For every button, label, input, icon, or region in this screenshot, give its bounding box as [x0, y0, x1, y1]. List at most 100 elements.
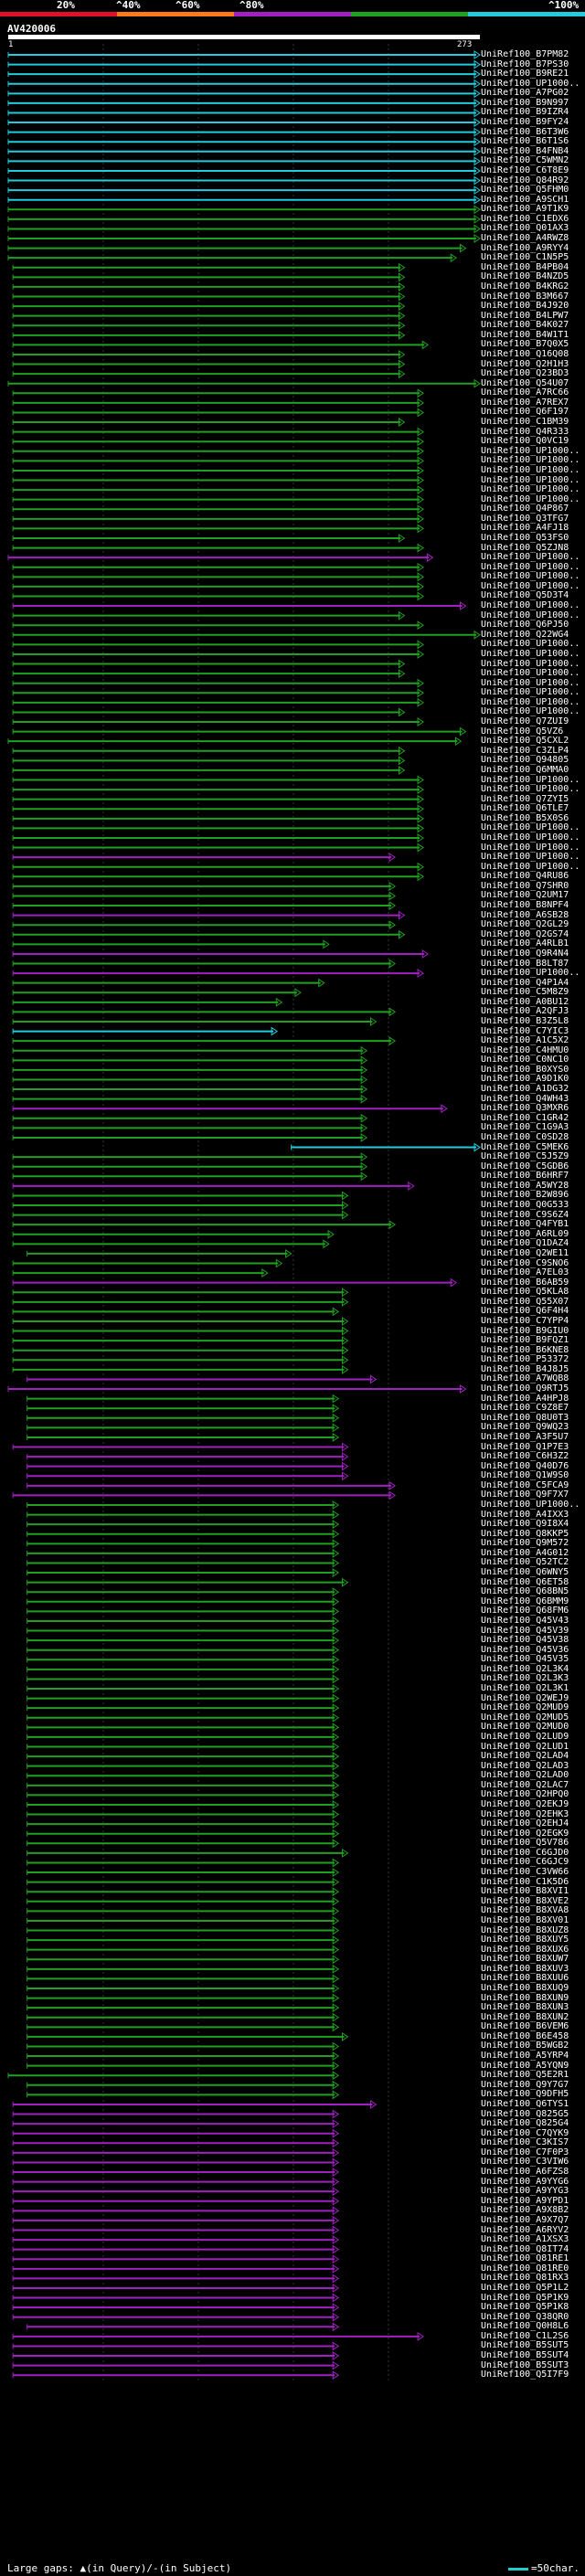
hit-label[interactable]: UniRef100_Q5P1L2 [481, 2282, 569, 2293]
hit-label[interactable]: UniRef100_C1EDX6 [481, 213, 569, 224]
hit-label[interactable]: UniRef100_Q4P1A4 [481, 977, 569, 988]
hit-label[interactable]: UniRef100_B5X0S6 [481, 812, 569, 823]
hit-label[interactable]: UniRef100_B6T3W6 [481, 126, 569, 137]
hit-label[interactable]: UniRef100_A4RWZ8 [481, 233, 569, 244]
hit-label[interactable]: UniRef100_Q38QR0 [481, 2311, 569, 2322]
hit-label[interactable]: UniRef100_Q9I8X4 [481, 1519, 569, 1530]
hit-label[interactable]: UniRef100_UP1000.. [481, 464, 580, 475]
hit-label[interactable]: UniRef100_B9FQZ1 [481, 1335, 569, 1346]
hit-label[interactable]: UniRef100_Q5V786 [481, 1838, 569, 1849]
hit-label[interactable]: UniRef100_B4K027 [481, 320, 569, 331]
hit-label[interactable]: UniRef100_B2W896 [481, 1190, 569, 1201]
hit-label[interactable]: UniRef100_C1L2S6 [481, 2330, 569, 2341]
hit-label[interactable]: UniRef100_Q4R333 [481, 426, 569, 437]
hit-label[interactable]: UniRef100_A6RYV2 [481, 2224, 569, 2235]
hit-label[interactable]: UniRef100_Q825G5 [481, 2108, 569, 2119]
hit-label[interactable]: UniRef100_A3F5U7 [481, 1431, 569, 1442]
hit-label[interactable]: UniRef100_C3KIS7 [481, 2137, 569, 2148]
hit-label[interactable]: UniRef100_UP1000.. [481, 658, 580, 669]
hit-label[interactable]: UniRef100_Q6BMM9 [481, 1595, 569, 1606]
hit-label[interactable]: UniRef100_C1N5P5 [481, 252, 569, 263]
hit-label[interactable]: UniRef100_B4KRG2 [481, 281, 569, 292]
hit-label[interactable]: UniRef100_B7PM82 [481, 49, 569, 59]
hit-label[interactable]: UniRef100_Q8KKP5 [481, 1528, 569, 1539]
hit-label[interactable]: UniRef100_UP1000.. [481, 561, 580, 572]
hit-label[interactable]: UniRef100_UP1000.. [481, 852, 580, 863]
hit-label[interactable]: UniRef100_Q9R4N4 [481, 948, 569, 959]
hit-label[interactable]: UniRef100_Q4FYB1 [481, 1219, 569, 1230]
hit-label[interactable]: UniRef100_A7EL03 [481, 1267, 569, 1278]
hit-label[interactable]: UniRef100_UP1000.. [481, 610, 580, 620]
hit-label[interactable]: UniRef100_B7Q0X5 [481, 339, 569, 350]
hit-label[interactable]: UniRef100_Q68BN5 [481, 1586, 569, 1597]
hit-label[interactable]: UniRef100_C3VIW6 [481, 2157, 569, 2168]
hit-label[interactable]: UniRef100_A4FJ18 [481, 523, 569, 534]
hit-label[interactable]: UniRef100_Q6TYS1 [481, 2098, 569, 2109]
hit-label[interactable]: UniRef100_UP1000.. [481, 1500, 580, 1510]
hit-label[interactable]: UniRef100_Q2LAD4 [481, 1751, 569, 1762]
hit-label[interactable]: UniRef100_B8XVA8 [481, 1905, 569, 1916]
hit-label[interactable]: UniRef100_A7PG02 [481, 88, 569, 99]
hit-label[interactable]: UniRef100_Q6WNY5 [481, 1567, 569, 1578]
hit-label[interactable]: UniRef100_C1G9A3 [481, 1122, 569, 1133]
hit-label[interactable]: UniRef100_UP1000.. [481, 842, 580, 853]
hit-label[interactable]: UniRef100_A9D1K0 [481, 1074, 569, 1085]
hit-label[interactable]: UniRef100_C6GJC9 [481, 1857, 569, 1868]
hit-label[interactable]: UniRef100_UP1000.. [481, 580, 580, 591]
hit-label[interactable]: UniRef100_B8XV01 [481, 1914, 569, 1925]
hit-label[interactable]: UniRef100_Q6PJ50 [481, 620, 569, 631]
hit-label[interactable]: UniRef100_C6H3Z2 [481, 1451, 569, 1462]
hit-label[interactable]: UniRef100_B4NZD5 [481, 271, 569, 282]
hit-label[interactable]: UniRef100_C0SD28 [481, 1131, 569, 1142]
hit-label[interactable]: UniRef100_B9GIU0 [481, 1325, 569, 1336]
hit-label[interactable]: UniRef100_B8XUN9 [481, 1992, 569, 2003]
hit-label[interactable]: UniRef100_Q2H1H3 [481, 358, 569, 369]
hit-label[interactable]: UniRef100_Q5FHM0 [481, 185, 569, 196]
hit-label[interactable]: UniRef100_C5M8Z9 [481, 987, 569, 998]
hit-label[interactable]: UniRef100_Q68FM6 [481, 1606, 569, 1617]
hit-label[interactable]: UniRef100_Q2GS74 [481, 928, 569, 939]
hit-label[interactable]: UniRef100_UP1000.. [481, 696, 580, 707]
hit-label[interactable]: UniRef100_UP1000.. [481, 445, 580, 456]
hit-label[interactable]: UniRef100_Q3MXR6 [481, 1103, 569, 1114]
hit-label[interactable]: UniRef100_Q825G4 [481, 2118, 569, 2129]
hit-label[interactable]: UniRef100_C7YPP4 [481, 1315, 569, 1326]
hit-label[interactable]: UniRef100_Q2MUD5 [481, 1712, 569, 1723]
hit-label[interactable]: UniRef100_Q2MUD9 [481, 1702, 569, 1713]
hit-label[interactable]: UniRef100_UP1000.. [481, 784, 580, 795]
hit-label[interactable]: UniRef100_A9X8B2 [481, 2205, 569, 2216]
hit-label[interactable]: UniRef100_Q2EHK3 [481, 1808, 569, 1819]
hit-label[interactable]: UniRef100_Q16Q08 [481, 348, 569, 359]
hit-label[interactable]: UniRef100_C9SNO6 [481, 1257, 569, 1268]
hit-label[interactable]: UniRef100_Q2UM17 [481, 890, 569, 901]
hit-label[interactable]: UniRef100_B8XUU6 [481, 1973, 569, 1984]
hit-label[interactable]: UniRef100_Q2WEJ9 [481, 1692, 569, 1703]
hit-label[interactable]: UniRef100_Q7SHR0 [481, 880, 569, 891]
hit-label[interactable]: UniRef100_UP1000.. [481, 493, 580, 504]
hit-label[interactable]: UniRef100_B8NPF4 [481, 900, 569, 911]
hit-label[interactable]: UniRef100_Q2L3K3 [481, 1673, 569, 1684]
hit-label[interactable]: UniRef100_Q2WE11 [481, 1247, 569, 1258]
hit-label[interactable]: UniRef100_Q8IT74 [481, 2243, 569, 2254]
hit-label[interactable]: UniRef100_Q1DAZ4 [481, 1238, 569, 1249]
hit-label[interactable]: UniRef100_Q8U0T3 [481, 1412, 569, 1423]
hit-label[interactable]: UniRef100_A1C5X2 [481, 1035, 569, 1046]
hit-label[interactable]: UniRef100_UP1000.. [481, 552, 580, 563]
hit-label[interactable]: UniRef100_Q45V38 [481, 1635, 569, 1646]
hit-label[interactable]: UniRef100_Q9Y7G7 [481, 2079, 569, 2090]
hit-label[interactable]: UniRef100_Q5ZJN8 [481, 542, 569, 553]
hit-label[interactable]: UniRef100_Q2LAD3 [481, 1760, 569, 1771]
hit-label[interactable]: UniRef100_Q5I7F9 [481, 2369, 569, 2380]
hit-label[interactable]: UniRef100_Q2L3K1 [481, 1683, 569, 1694]
hit-label[interactable]: UniRef100_A9T1K9 [481, 204, 569, 215]
hit-label[interactable]: UniRef100_Q53FS0 [481, 533, 569, 543]
hit-label[interactable]: UniRef100_UP1000.. [481, 639, 580, 650]
hit-label[interactable]: UniRef100_Q01AX3 [481, 223, 569, 234]
hit-label[interactable]: UniRef100_UP1000.. [481, 648, 580, 659]
hit-label[interactable]: UniRef100_B5SUT3 [481, 2359, 569, 2370]
hit-label[interactable]: UniRef100_Q9RTJ5 [481, 1383, 569, 1394]
hit-label[interactable]: UniRef100_UP1000.. [481, 687, 580, 698]
hit-label[interactable]: UniRef100_B6AB59 [481, 1277, 569, 1288]
hit-label[interactable]: UniRef100_Q7ZYI5 [481, 793, 569, 804]
hit-label[interactable]: UniRef100_C5FCA9 [481, 1479, 569, 1490]
